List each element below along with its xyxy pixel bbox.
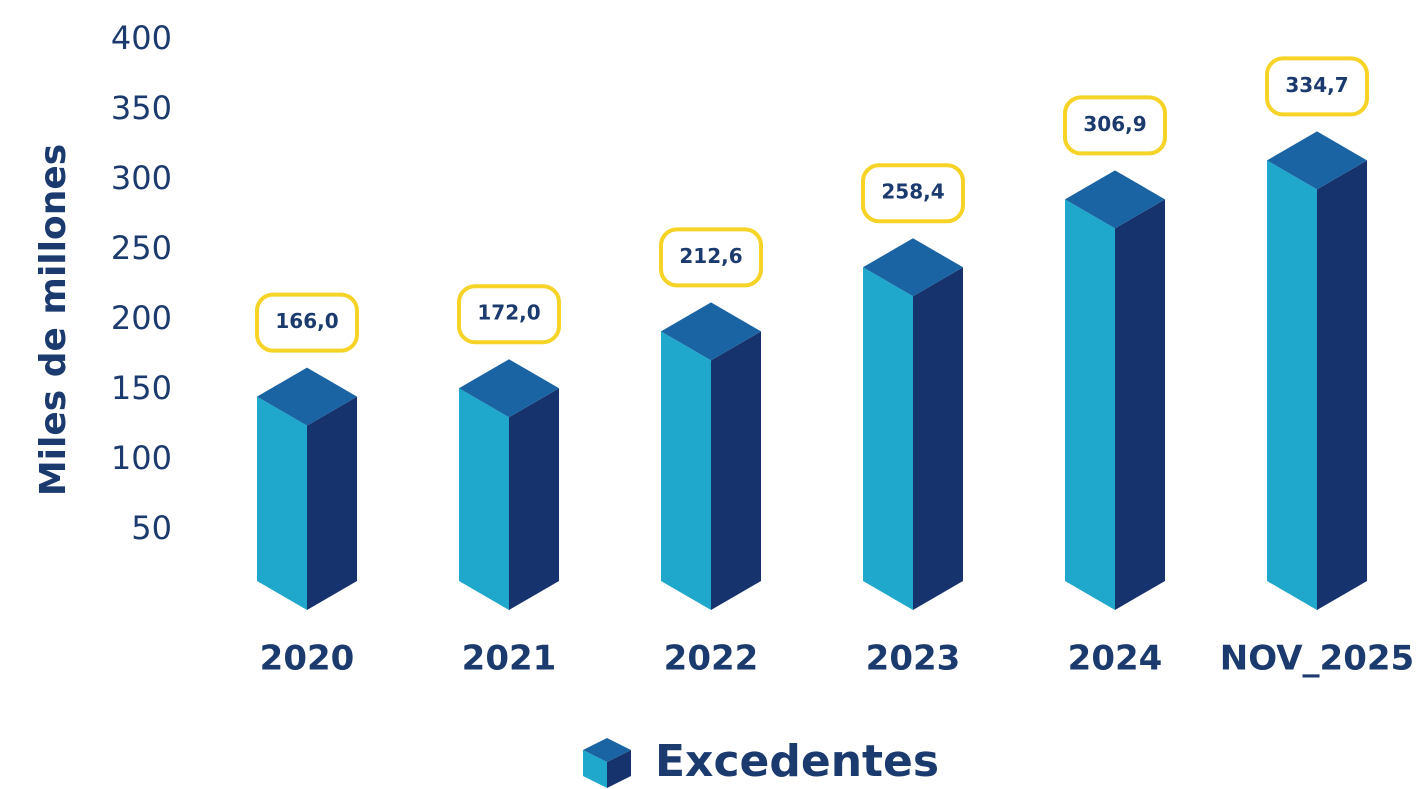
- value-label: 172,0: [477, 301, 540, 325]
- value-label: 258,4: [881, 180, 944, 204]
- bar-top: [257, 367, 357, 426]
- bar-top: [661, 302, 761, 361]
- value-label-box: [255, 292, 359, 353]
- y-tick-label: 150: [111, 369, 172, 407]
- bar-front: [863, 267, 913, 610]
- y-axis-label: Miles de millones: [33, 144, 74, 496]
- bar: [863, 238, 963, 610]
- y-tick-label: 300: [111, 159, 172, 197]
- legend-icon-side: [607, 750, 631, 788]
- bar-side: [509, 388, 559, 610]
- value-label: 212,6: [679, 244, 742, 268]
- value-label: 306,9: [1083, 112, 1146, 136]
- bar-front: [1065, 199, 1115, 610]
- bar-front: [459, 388, 509, 610]
- value-label-box: [861, 163, 965, 224]
- legend-icon-front: [583, 750, 607, 788]
- x-tick-label: 2024: [1068, 639, 1163, 679]
- x-tick-label: 2023: [866, 639, 961, 679]
- bar-top: [459, 359, 559, 418]
- bar: [1065, 170, 1165, 610]
- value-label: 166,0: [275, 309, 338, 333]
- bar: [661, 302, 761, 610]
- bar-top: [1065, 170, 1165, 229]
- x-tick-label: NOV_2025: [1220, 639, 1414, 679]
- bar-front: [257, 396, 307, 610]
- legend-label: Excedentes: [655, 736, 939, 787]
- bar-side: [1115, 199, 1165, 610]
- bar-top: [1267, 131, 1367, 190]
- bar-side: [711, 331, 761, 610]
- x-tick-label: 2022: [664, 639, 759, 679]
- legend-icon-top: [583, 738, 631, 762]
- y-tick-label: 400: [111, 19, 172, 57]
- value-label-box: [1265, 56, 1369, 117]
- bar: [459, 359, 559, 610]
- y-tick-label: 100: [111, 439, 172, 477]
- bar-top: [863, 238, 963, 297]
- y-tick-label: 250: [111, 229, 172, 267]
- y-tick-label: 200: [111, 299, 172, 337]
- x-tick-label: 2021: [462, 639, 557, 679]
- value-label-box: [659, 227, 763, 288]
- bar-front: [661, 331, 711, 610]
- value-label: 334,7: [1285, 73, 1348, 97]
- bar-front: [1267, 160, 1317, 611]
- y-tick-label: 350: [111, 89, 172, 127]
- bar: [1267, 131, 1367, 611]
- bar: [257, 367, 357, 610]
- value-label-box: [457, 284, 561, 345]
- bar-side: [1317, 160, 1367, 611]
- bar-side: [913, 267, 963, 610]
- y-tick-label: 50: [131, 509, 172, 547]
- x-tick-label: 2020: [260, 639, 355, 679]
- bar-side: [307, 396, 357, 610]
- value-label-box: [1063, 95, 1167, 156]
